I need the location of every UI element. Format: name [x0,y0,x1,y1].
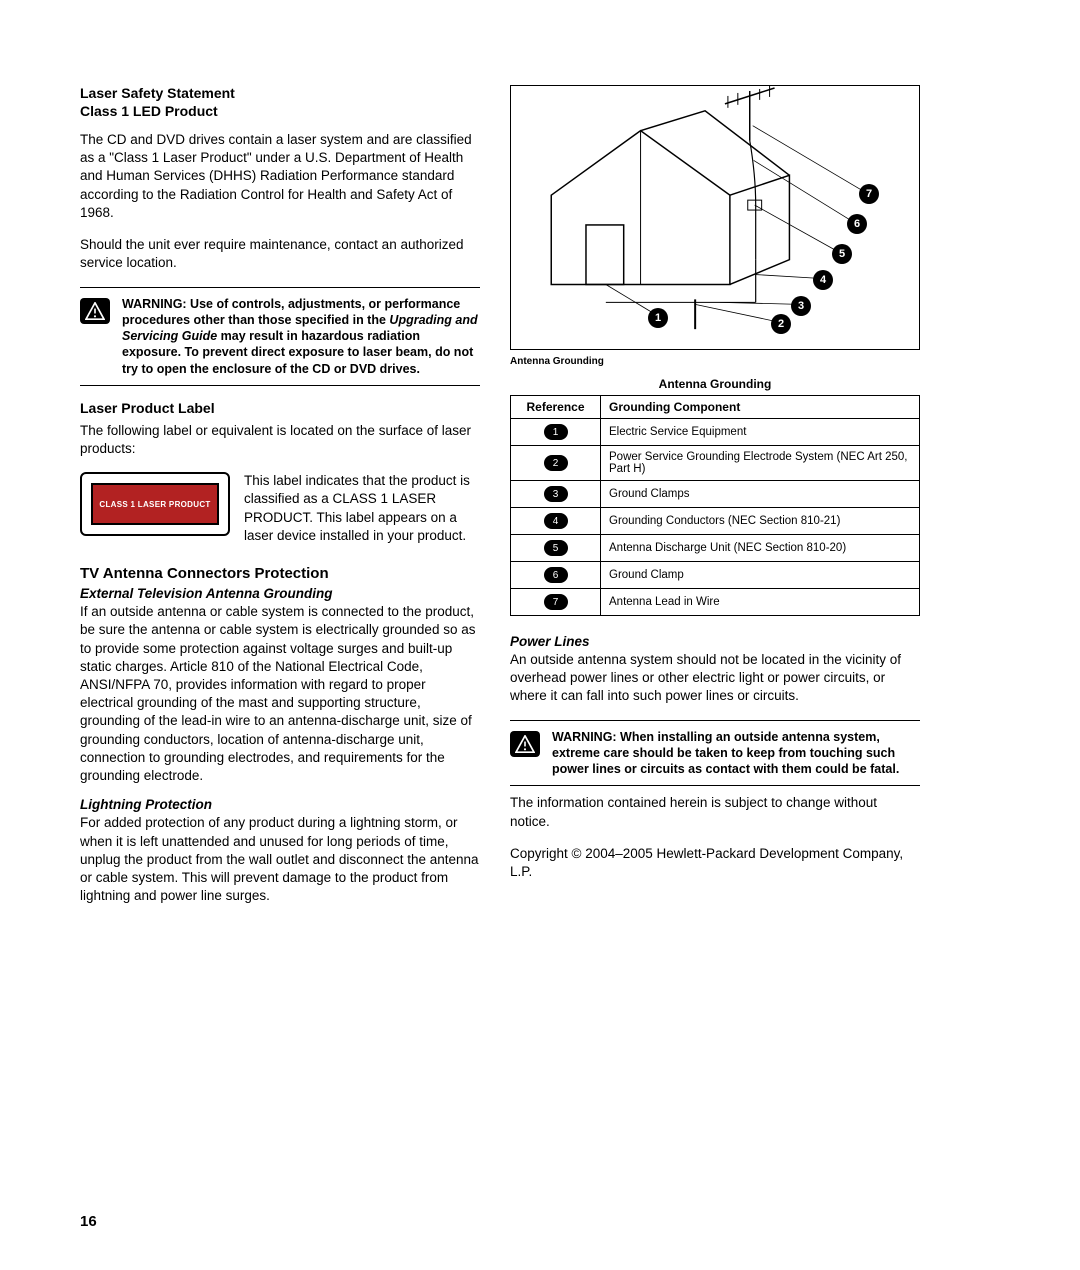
laser-label-text: CLASS 1 LASER PRODUCT [99,500,210,509]
antenna-diagram: 1 234 5 6 7 [510,85,920,350]
warning-icon [510,731,540,757]
table-row: 4 Grounding Conductors (NEC Section 810-2… [511,508,920,535]
ref-badge: 4 [544,513,568,529]
ref-badge: 6 [544,567,568,583]
warning-block-2: WARNING: When installing an outside ante… [510,723,920,784]
lightning-head: Lightning Protection [80,797,480,812]
two-column-layout: Laser Safety Statement Class 1 LED Produ… [80,85,1000,919]
right-column: 1234567 Antenna Grounding Antenna Ground… [510,85,920,919]
table-row: 6 Ground Clamp [511,562,920,589]
ref-cell: 7 [511,589,601,616]
laser-paragraph-1: The CD and DVD drives contain a laser sy… [80,131,480,222]
laser-label-graphic: CLASS 1 LASER PRODUCT [80,472,230,536]
laser-label-p: The following label or equivalent is loc… [80,422,480,458]
component-cell: Antenna Lead in Wire [601,589,920,616]
lightning-paragraph: For added protection of any product duri… [80,814,480,905]
ref-badge: 3 [544,486,568,502]
ref-badge: 5 [544,540,568,556]
component-cell: Electric Service Equipment [601,419,920,446]
tv-subhead: External Television Antenna Grounding [80,586,480,601]
laser-label-head: Laser Product Label [80,400,480,416]
diagram-caption: Antenna Grounding [510,356,920,367]
diagram-marker-5: 5 [832,244,852,264]
ref-cell: 6 [511,562,601,589]
table-row: 5 Antenna Discharge Unit (NEC Section 810… [511,535,920,562]
warning-icon [80,298,110,324]
label-row: CLASS 1 LASER PRODUCT This label indicat… [80,472,480,545]
laser-label-desc: This label indicates that the product is… [244,472,480,545]
diagram-marker-6: 6 [847,214,867,234]
ref-cell: 3 [511,481,601,508]
table-row: 7 Antenna Lead in Wire [511,589,920,616]
ref-badge: 2 [544,455,568,471]
table-row: 2 Power Service Grounding Electrode Syste… [511,446,920,481]
laser-subtitle: Class 1 LED Product [80,103,480,119]
divider [510,720,920,721]
laser-title: Laser Safety Statement [80,85,480,101]
tv-head: TV Antenna Connectors Protection [80,565,480,582]
diagram-marker-4: 4 [813,270,833,290]
component-cell: Antenna Discharge Unit (NEC Section 810-… [601,535,920,562]
warning-block-1: WARNING: Use of controls, adjustments, o… [80,287,480,386]
diagram-marker-7: 7 [859,184,879,204]
component-cell: Power Service Grounding Electrode System… [601,446,920,481]
diagram-marker-2: 2 [771,314,791,334]
ref-cell: 2 [511,446,601,481]
component-cell: Ground Clamps [601,481,920,508]
ref-cell: 4 [511,508,601,535]
ref-cell: 1 [511,419,601,446]
copyright: Copyright © 2004–2005 Hewlett-Packard De… [510,845,920,881]
warning-text-1: WARNING: Use of controls, adjustments, o… [122,296,480,377]
component-cell: Ground Clamp [601,562,920,589]
grounding-table: Antenna Grounding Reference Grounding Co… [510,377,920,616]
diagram-marker-1: 1 [648,308,668,328]
table-row: 3 Ground Clamps [511,481,920,508]
th-reference: Reference [511,396,601,419]
component-cell: Grounding Conductors (NEC Section 810-21… [601,508,920,535]
page-number: 16 [80,1213,97,1230]
ref-cell: 5 [511,535,601,562]
ref-badge: 7 [544,594,568,610]
laser-paragraph-2: Should the unit ever require maintenance… [80,236,480,272]
table-row: 1 Electric Service Equipment [511,419,920,446]
diagram-marker-3: 3 [791,296,811,316]
info-paragraph: The information contained herein is subj… [510,794,920,830]
left-column: Laser Safety Statement Class 1 LED Produ… [80,85,480,919]
tv-paragraph: If an outside antenna or cable system is… [80,603,480,785]
th-component: Grounding Component [601,396,920,419]
power-lines-head: Power Lines [510,634,920,649]
table-caption: Antenna Grounding [510,377,920,395]
power-lines-p: An outside antenna system should not be … [510,651,920,706]
divider [510,785,920,786]
warning-text-2: WARNING: When installing an outside ante… [552,729,920,778]
ref-badge: 1 [544,424,568,440]
